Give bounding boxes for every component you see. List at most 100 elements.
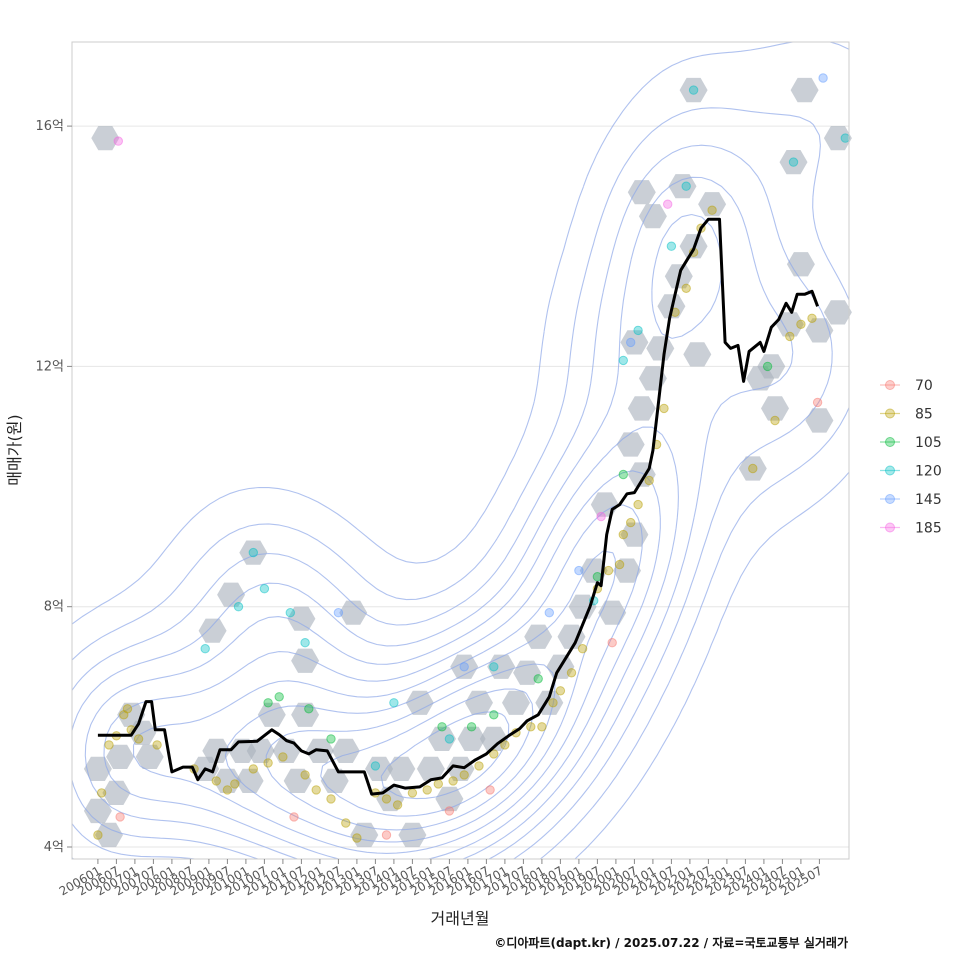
scatter-point xyxy=(113,136,124,146)
scatter-point xyxy=(500,740,510,750)
series-85 xyxy=(93,205,817,843)
scatter-point xyxy=(466,722,477,732)
scatter-point xyxy=(840,133,850,143)
scatter-point xyxy=(444,734,455,744)
series-145 xyxy=(333,73,828,672)
scatter-point xyxy=(618,469,628,480)
scatter-point xyxy=(748,463,758,474)
scatter-point xyxy=(544,608,554,618)
scatter-point xyxy=(485,785,495,795)
scatter-point xyxy=(326,734,336,744)
scatter-point xyxy=(807,313,817,323)
legend-label: 120 xyxy=(915,464,942,480)
scatter-point xyxy=(526,722,536,732)
hexbin xyxy=(106,744,135,769)
scatter-point xyxy=(311,785,321,795)
x-axis-title: 거래년월 xyxy=(431,909,490,928)
hexbin xyxy=(235,768,264,793)
hexbin xyxy=(257,702,286,727)
legend-label: 105 xyxy=(915,435,942,451)
scatter-point xyxy=(96,788,107,798)
scatter-point xyxy=(644,475,654,486)
scatter-point xyxy=(233,602,244,612)
plot-panel-border xyxy=(71,41,850,860)
hexbin xyxy=(83,798,112,824)
scatter-point xyxy=(300,638,310,648)
hexbin xyxy=(598,600,627,625)
hexbin xyxy=(638,204,667,229)
scatter-point xyxy=(370,761,381,771)
hexbin xyxy=(613,558,641,583)
legend-label: 185 xyxy=(915,521,942,537)
chart-caption: ©디아파트(dapt.kr) / 2025.07.22 / 자료=국토교통부 실… xyxy=(494,935,848,950)
hexbin xyxy=(339,600,368,625)
scatter-point xyxy=(104,740,114,750)
hexbin xyxy=(823,126,852,151)
scatter-point xyxy=(474,761,484,771)
density-contour xyxy=(84,213,723,860)
scatter-point xyxy=(659,403,669,414)
scatter-point xyxy=(259,584,270,594)
hexbin xyxy=(198,618,227,643)
scatter-point xyxy=(663,199,673,209)
y-tick-label: 12억 xyxy=(35,359,64,374)
legend: 70 85 105 120 145 185 xyxy=(880,378,942,537)
hexbin xyxy=(135,744,164,769)
hexbin xyxy=(387,756,416,781)
scatter-point xyxy=(200,644,210,654)
scatter-point xyxy=(688,85,699,95)
hexbin xyxy=(465,690,493,715)
hexbin xyxy=(679,77,708,103)
legend-item: 70 xyxy=(880,378,933,394)
scatter-point xyxy=(548,698,558,708)
legend-swatch xyxy=(885,437,895,447)
density-contour xyxy=(71,107,850,860)
density-contour xyxy=(71,176,794,860)
legend-swatch xyxy=(885,494,895,504)
scatter-point xyxy=(444,806,455,816)
trend-line-layer xyxy=(97,217,820,796)
scatter-point xyxy=(381,830,392,840)
trend-line xyxy=(97,217,820,796)
scatter-point xyxy=(707,205,717,215)
hexbin xyxy=(627,180,656,205)
scatter-point xyxy=(770,415,780,426)
scatter-point xyxy=(788,157,799,167)
scatter-point xyxy=(626,517,636,528)
scatter-point xyxy=(263,758,273,768)
scatter-point xyxy=(341,818,351,828)
series-105 xyxy=(263,361,773,744)
hexbin xyxy=(683,342,712,367)
legend-item: 105 xyxy=(880,435,942,451)
legend-label: 70 xyxy=(915,378,933,394)
density-contour-layer xyxy=(71,41,850,860)
hexbin xyxy=(557,624,586,649)
scatter-point xyxy=(278,752,288,762)
hexbin xyxy=(416,756,445,781)
y-tick-label: 16억 xyxy=(35,119,64,134)
density-contour xyxy=(380,711,510,800)
hexbin xyxy=(217,582,246,607)
scatter-point xyxy=(93,830,103,840)
scatter-point xyxy=(263,698,273,708)
scatter-point xyxy=(489,749,499,759)
hexbin xyxy=(446,756,475,781)
hexbin xyxy=(91,126,120,151)
legend-item: 185 xyxy=(880,521,942,537)
scatter-point xyxy=(152,740,162,750)
scatter-point xyxy=(407,788,418,798)
hexbin xyxy=(779,150,808,175)
hexbin xyxy=(291,702,320,727)
hexbin xyxy=(823,300,852,325)
scatter-point xyxy=(437,722,447,732)
density-contour xyxy=(224,550,617,843)
hexbin xyxy=(283,768,312,793)
hexbin xyxy=(457,726,486,751)
hexbin xyxy=(202,738,231,763)
scatter-point xyxy=(389,698,399,708)
y-axis: 4억 8억 12억 16억 xyxy=(35,119,72,855)
legend-swatch xyxy=(885,522,895,533)
legend-swatch xyxy=(885,408,895,419)
scatter-point xyxy=(304,704,314,714)
